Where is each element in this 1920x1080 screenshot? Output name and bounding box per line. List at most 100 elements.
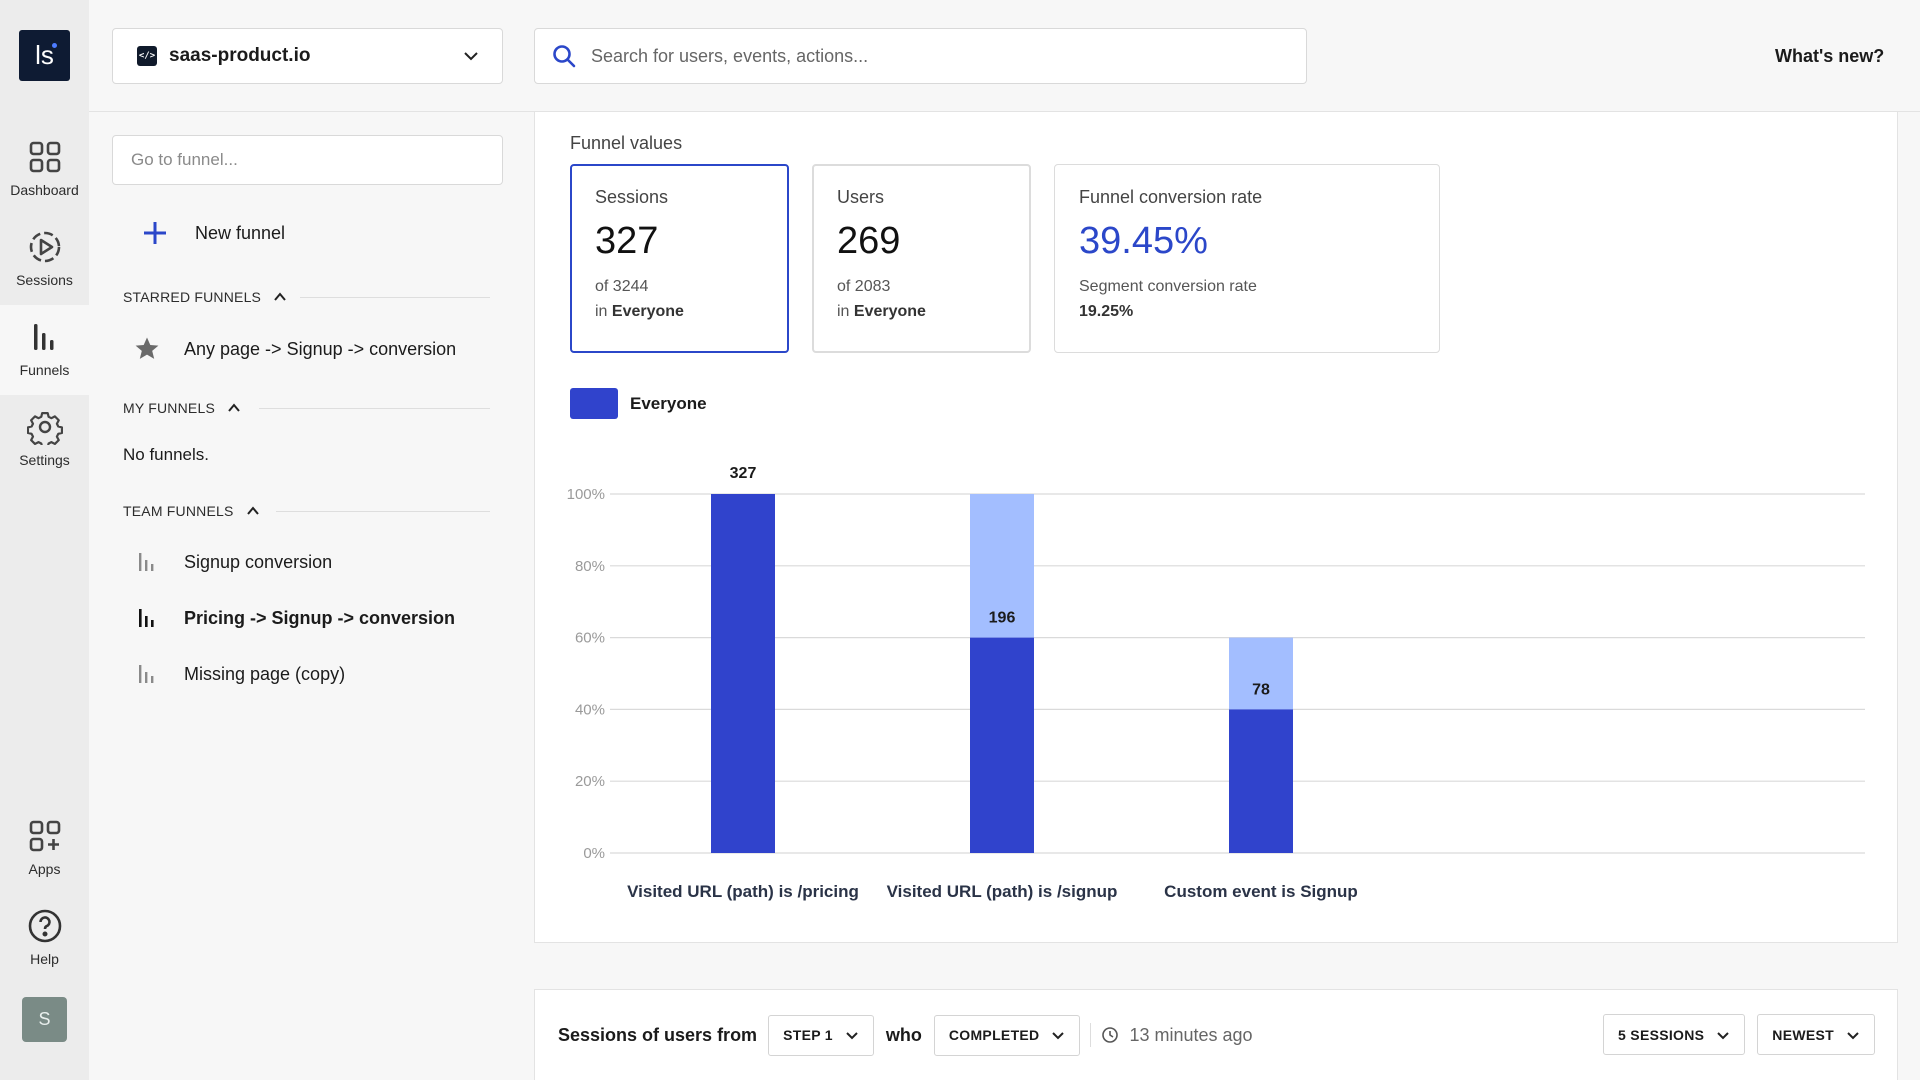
divider	[276, 511, 490, 512]
nav-funnels-label: Funnels	[19, 362, 70, 378]
starred-funnels-header[interactable]: STARRED FUNNELS	[123, 289, 287, 305]
divider	[1090, 1023, 1092, 1047]
funnel-bar	[1229, 709, 1293, 853]
nav-sessions[interactable]: Sessions	[0, 215, 89, 305]
chevron-down-icon	[464, 52, 478, 61]
conversion-metric-card[interactable]: Funnel conversion rate 39.45% Segment co…	[1054, 164, 1440, 353]
users-metric-card[interactable]: Users 269 of 2083 in Everyone	[812, 164, 1031, 353]
segment-conversion-label: Segment conversion rate	[1079, 278, 1257, 295]
app-logo[interactable]: ls	[19, 30, 70, 81]
step-dropdown[interactable]: STEP 1	[768, 1014, 874, 1056]
new-funnel-label: New funnel	[195, 222, 286, 243]
new-funnel-button[interactable]: New funnel	[134, 220, 285, 246]
conversion-sub: Segment conversion rate 19.25%	[1079, 274, 1439, 324]
conversion-value: 39.45%	[1079, 220, 1208, 262]
chevron-up-icon	[228, 403, 240, 412]
users-of: of 2083	[837, 278, 891, 295]
team-funnel-label: Pricing -> Signup -> conversion	[184, 607, 456, 628]
bar-data-label: 327	[730, 465, 757, 482]
y-tick-label: 60%	[575, 630, 605, 647]
y-tick-label: 0%	[583, 845, 605, 862]
who-text: who	[885, 1024, 922, 1045]
divider	[259, 408, 490, 409]
sessions-of: of 3244	[595, 278, 649, 295]
users-segment: Everyone	[853, 303, 926, 320]
divider	[300, 297, 490, 298]
sessions-filter-bar: Sessions of users from STEP 1 who COMPLE…	[534, 989, 1898, 1080]
users-in: in	[837, 303, 850, 320]
x-category-label: Visited URL (path) is /pricing	[627, 882, 859, 901]
team-funnel-item[interactable]: Missing page (copy)	[134, 663, 345, 685]
starred-funnel-label: Any page -> Signup -> conversion	[184, 338, 457, 359]
users-value: 269	[837, 220, 901, 262]
star-icon	[134, 336, 160, 362]
team-funnel-item-active[interactable]: Pricing -> Signup -> conversion	[134, 607, 455, 629]
sessions-metric-card[interactable]: Sessions 327 of 3244 in Everyone	[570, 164, 789, 353]
project-code-icon: </>	[137, 46, 157, 66]
legend-label: Everyone	[630, 393, 707, 413]
funnel-chart: 0% 20% 40% 60% 80% 100% 327 Visited URL (path) …	[567, 465, 1865, 901]
apps-icon	[29, 820, 60, 852]
sessions-label: Sessions	[595, 187, 669, 207]
logo-dot	[52, 43, 57, 48]
funnel-values-title: Funnel values	[570, 133, 683, 153]
nav-help-label: Help	[30, 951, 59, 967]
sessions-segment-line: in Everyone	[595, 299, 787, 324]
users-sub: of 2083 in Everyone	[837, 274, 1029, 324]
nav-settings-label: Settings	[19, 452, 70, 468]
y-tick-label: 100%	[567, 486, 605, 503]
users-label: Users	[837, 187, 885, 207]
session-count-dropdown[interactable]: 5 SESSIONS	[1603, 1014, 1746, 1055]
chevron-down-icon	[1717, 1031, 1730, 1039]
nav-funnels[interactable]: Funnels	[0, 305, 89, 395]
team-funnels-header[interactable]: TEAM FUNNELS	[123, 503, 260, 519]
funnel-bar	[970, 637, 1034, 853]
whats-new-link[interactable]: What's new?	[1775, 46, 1885, 66]
dashboard-icon	[29, 141, 60, 173]
funnel-chart-icon	[134, 551, 160, 573]
funnel-bar	[711, 494, 775, 853]
my-funnels-title: MY FUNNELS	[123, 400, 215, 416]
my-funnels-header[interactable]: MY FUNNELS	[123, 400, 241, 416]
help-icon	[28, 909, 61, 943]
bar-data-label: 196	[989, 610, 1016, 627]
funnel-chart-icon	[134, 607, 160, 629]
search-input[interactable]: Search for users, events, actions...	[534, 28, 1307, 84]
step-dropdown-label: STEP 1	[783, 1027, 833, 1043]
y-tick-label: 80%	[575, 558, 605, 575]
sessions-segment: Everyone	[611, 303, 684, 320]
conversion-label: Funnel conversion rate	[1079, 187, 1263, 207]
legend-swatch	[570, 388, 618, 419]
sort-dropdown[interactable]: NEWEST	[1757, 1014, 1875, 1055]
sessions-icon	[29, 231, 60, 263]
project-selector[interactable]: </> saas-product.io	[112, 28, 503, 84]
user-avatar[interactable]: S	[22, 997, 67, 1042]
sessions-sub: of 3244 in Everyone	[595, 274, 787, 324]
settings-icon	[26, 412, 63, 445]
sessions-in: in	[595, 303, 608, 320]
sessions-value: 327	[595, 220, 659, 262]
sessions-bar-title: Sessions of users from	[558, 1024, 758, 1045]
y-tick-label: 40%	[575, 701, 605, 718]
last-updated-text: 13 minutes ago	[1129, 1024, 1253, 1045]
nav-help[interactable]: Help	[0, 894, 89, 984]
nav-dashboard[interactable]: Dashboard	[0, 125, 89, 215]
status-dropdown-label: COMPLETED	[948, 1027, 1040, 1043]
nav-settings[interactable]: Settings	[0, 395, 89, 485]
chart-legend[interactable]: Everyone	[570, 388, 707, 419]
starred-funnels-title: STARRED FUNNELS	[123, 289, 262, 305]
status-dropdown[interactable]: COMPLETED	[933, 1014, 1081, 1056]
nav-apps[interactable]: Apps	[0, 804, 89, 894]
x-category-label: Custom event is Signup	[1164, 882, 1358, 901]
x-category-label: Visited URL (path) is /signup	[887, 882, 1118, 901]
team-funnel-item[interactable]: Signup conversion	[134, 551, 332, 573]
plus-icon	[144, 222, 166, 244]
nav-rail: ls Dashboard Sessions Funnels Settings	[0, 0, 89, 1080]
starred-funnel-item[interactable]: Any page -> Signup -> conversion	[134, 336, 456, 362]
team-funnel-label: Missing page (copy)	[184, 663, 346, 684]
project-name: saas-product.io	[169, 45, 311, 66]
segment-conversion-value: 19.25%	[1079, 303, 1134, 320]
nav-sessions-label: Sessions	[16, 272, 73, 288]
goto-funnel-input[interactable]: Go to funnel...	[112, 135, 503, 185]
y-tick-label: 20%	[575, 773, 605, 790]
